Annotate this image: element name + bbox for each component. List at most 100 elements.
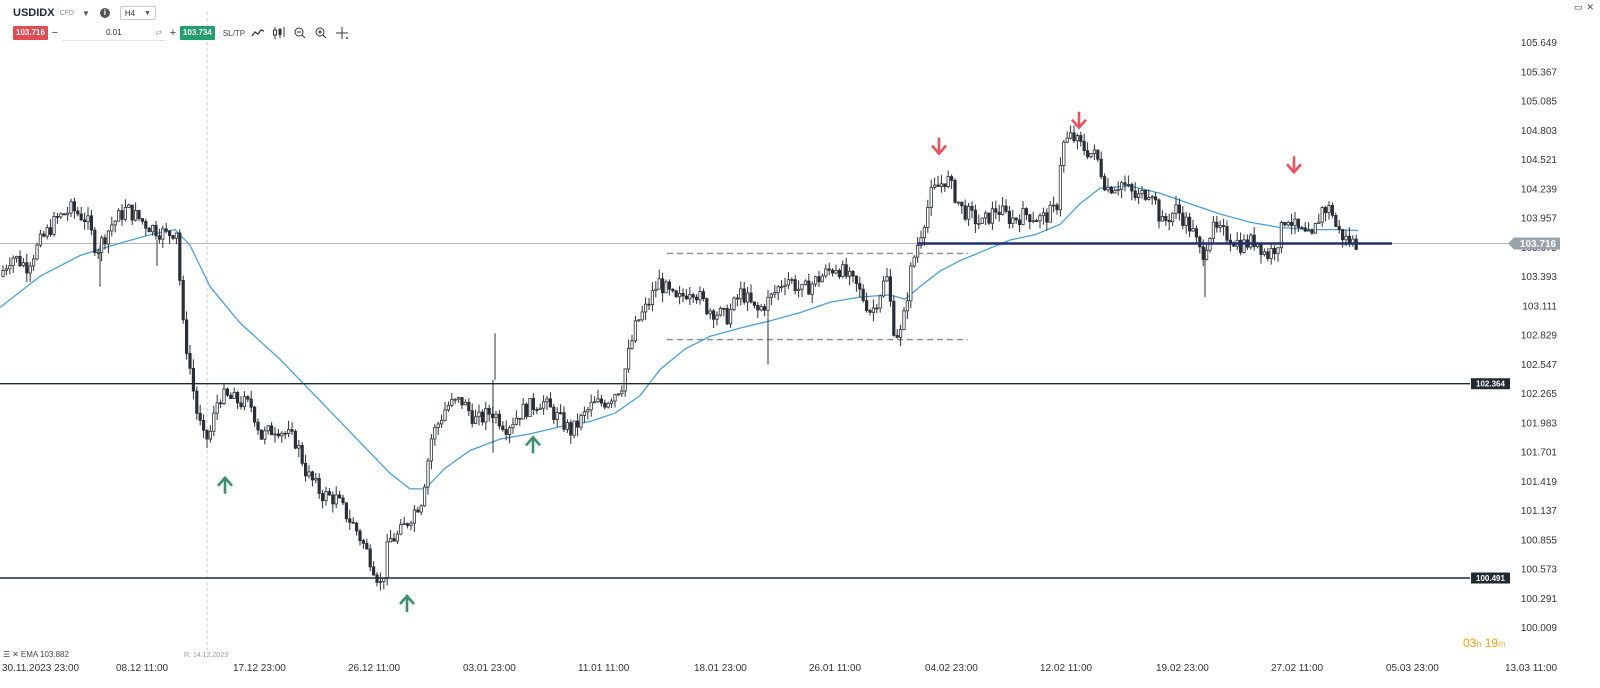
- candle: [729, 303, 733, 328]
- bullish-candle-body: [242, 396, 246, 408]
- candle: [691, 292, 695, 303]
- bullish-candle-body: [783, 284, 787, 288]
- candles: [1, 125, 1358, 591]
- bullish-candle-body: [586, 409, 590, 413]
- decrease-quantity-button[interactable]: −: [51, 27, 59, 39]
- bearish-candle-body: [684, 295, 689, 300]
- bearish-candle-body: [201, 419, 206, 431]
- bullish-candle-body: [1307, 229, 1311, 232]
- candle: [456, 396, 461, 403]
- candle: [994, 200, 998, 220]
- y-tick-label: 100.291: [1521, 594, 1558, 605]
- level-badge-0: [1471, 378, 1510, 390]
- bullish-candle-body: [117, 210, 121, 222]
- candle: [773, 285, 777, 298]
- candle: [52, 212, 56, 237]
- chevron-down-icon: ▼: [143, 10, 151, 17]
- bearish-candle-body: [576, 420, 580, 428]
- candle: [1007, 205, 1012, 229]
- bullish-candle-body: [1327, 205, 1331, 214]
- candle: [980, 217, 984, 224]
- bullish-candle-body: [439, 419, 444, 425]
- candle: [868, 308, 872, 316]
- bearish-candle-body: [317, 478, 321, 494]
- bearish-candle-body: [195, 390, 199, 414]
- bearish-candle-body: [1103, 176, 1107, 191]
- bullish-candle-body: [800, 283, 804, 290]
- sell-price-button[interactable]: 103.716: [13, 26, 48, 40]
- bullish-candle-body: [429, 438, 434, 462]
- indicator-legend[interactable]: ☰ ✕ EMA 103.882: [3, 650, 69, 659]
- bullish-candle-body: [596, 398, 600, 403]
- candle: [1099, 151, 1103, 180]
- bullish-candle-body: [222, 388, 226, 404]
- bearish-candle-body: [518, 417, 522, 420]
- bullish-candle-body: [8, 265, 12, 270]
- candle: [45, 224, 49, 240]
- candle: [378, 572, 383, 591]
- bullish-candle-body: [848, 270, 852, 277]
- horizontal-levels[interactable]: 102.364 100.491: [0, 242, 1510, 584]
- candle: [1001, 197, 1005, 216]
- bullish-candle-body: [1147, 197, 1151, 200]
- candle: [242, 391, 246, 411]
- candle: [837, 268, 842, 280]
- bearish-candle-body: [72, 201, 76, 212]
- line-chart-icon[interactable]: [250, 26, 266, 40]
- candle: [576, 413, 580, 437]
- bullish-candle-body: [385, 541, 389, 579]
- bullish-candle-body: [1317, 221, 1321, 224]
- info-icon[interactable]: i: [99, 8, 110, 18]
- arrow-up-icon: [399, 594, 415, 613]
- bearish-candle-body: [1337, 226, 1341, 230]
- bullish-candle-body: [215, 402, 219, 414]
- symbol-name[interactable]: USDIDX: [13, 7, 55, 19]
- candle: [1184, 212, 1188, 234]
- increase-quantity-button[interactable]: +: [169, 27, 177, 39]
- bullish-candle-body: [650, 290, 655, 306]
- maximize-icon[interactable]: ▭: [1573, 2, 1583, 12]
- timeframe-select[interactable]: H4 ▼: [119, 6, 156, 20]
- candle: [1031, 211, 1035, 224]
- candle: [1177, 198, 1181, 221]
- quantity-input[interactable]: 0.01 ⇄: [61, 26, 166, 41]
- candlestick-icon[interactable]: [271, 26, 287, 40]
- bearish-candle-body: [120, 210, 124, 220]
- zoom-out-icon[interactable]: [292, 26, 308, 40]
- bearish-candle-body: [1296, 218, 1300, 229]
- level-label-0: 102.364: [1476, 380, 1505, 389]
- remove-indicator-icon[interactable]: ✕: [12, 650, 19, 659]
- y-tick-label: 104.239: [1521, 184, 1558, 195]
- close-icon[interactable]: ✕: [1586, 2, 1594, 12]
- time-axis[interactable]: 30.11.2023 23:00 08.12 11:00 17.12 23:00 26…: [2, 663, 1558, 674]
- bearish-candle-body: [559, 412, 563, 415]
- bearish-candle-body: [137, 209, 141, 219]
- bullish-candle-body: [977, 223, 981, 225]
- candle: [1303, 221, 1307, 233]
- list-icon[interactable]: ☰: [3, 650, 11, 659]
- price-axis[interactable]: 105.649 105.367 105.085 104.803 104.521 104.2…: [1508, 38, 1560, 634]
- zoom-in-icon[interactable]: [313, 26, 329, 40]
- bullish-candle-body: [473, 416, 478, 424]
- buy-price-button[interactable]: 103.734: [179, 26, 215, 40]
- bullish-candle-body: [715, 314, 719, 320]
- candle: [337, 490, 342, 499]
- crosshair-icon[interactable]: [334, 26, 350, 40]
- symbol-dropdown-icon[interactable]: ▼: [81, 8, 90, 18]
- bullish-candle-body: [133, 209, 138, 221]
- quantity-value: 0.01: [106, 27, 122, 37]
- bullish-candle-body: [161, 228, 165, 240]
- x-tick-label: 30.11.2023 23:00: [2, 663, 80, 674]
- candle: [1096, 149, 1100, 162]
- sltp-button[interactable]: SL/TP: [222, 28, 246, 38]
- bullish-candle-body: [446, 404, 451, 411]
- candle: [542, 395, 546, 415]
- candle: [640, 305, 644, 322]
- swap-icon[interactable]: ⇄: [155, 27, 162, 37]
- candle: [395, 530, 400, 544]
- candle: [1283, 221, 1287, 227]
- bearish-candle-body: [763, 306, 767, 311]
- candle: [297, 439, 301, 458]
- candle: [1069, 125, 1073, 140]
